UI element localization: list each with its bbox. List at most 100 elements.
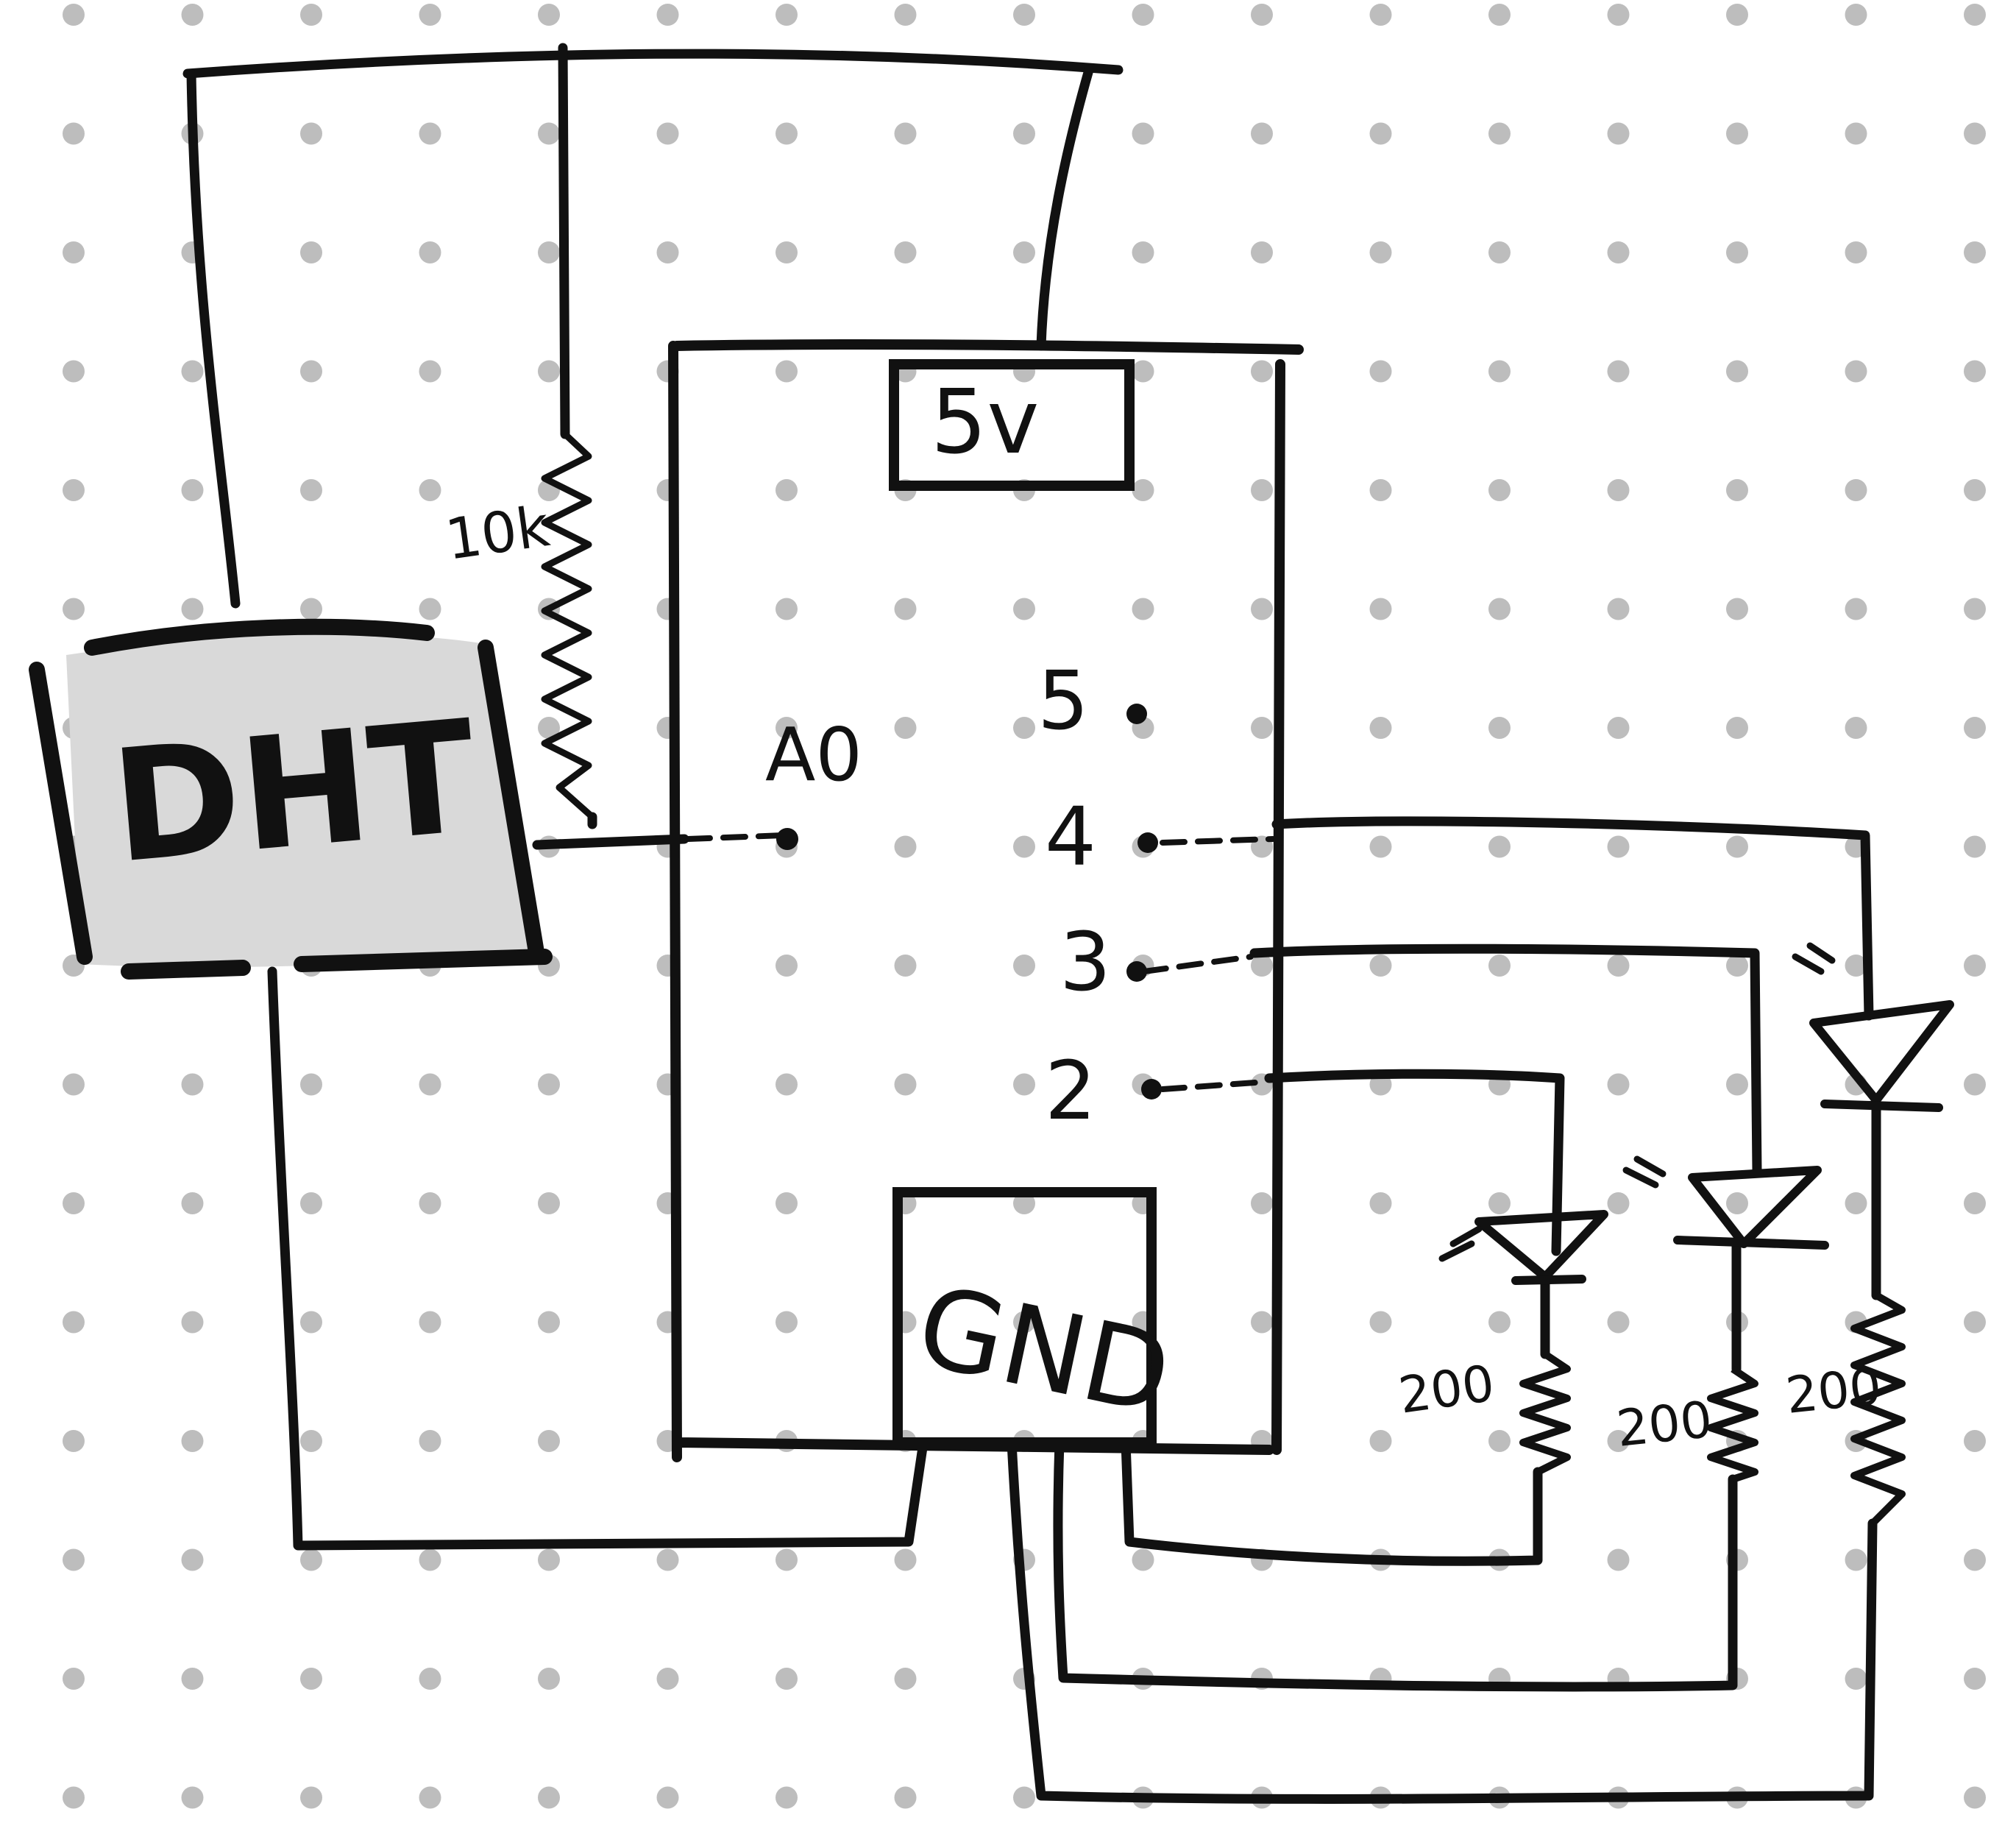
led-resistors: [1519, 1292, 1906, 1526]
grid-dot: [775, 1548, 798, 1571]
grid-dot: [656, 1668, 679, 1690]
grid-dot: [1607, 1548, 1630, 1571]
grid-dot: [63, 122, 85, 145]
board-outline: [668, 339, 1304, 1462]
grid-dot: [1013, 1192, 1035, 1214]
grid-dot: [419, 1548, 441, 1571]
grid-dot: [894, 835, 917, 858]
grid-dot: [656, 122, 679, 145]
grid-dot: [1964, 4, 1986, 26]
grid-dot: [538, 122, 560, 145]
grid-dot: [63, 1668, 85, 1690]
grid-dot: [1251, 360, 1273, 383]
wire-5v-down-to-board: [1036, 65, 1094, 351]
led-pin3-body: [1688, 1166, 1822, 1248]
grid-dot: [1607, 1430, 1630, 1452]
pin-4-dot: [1137, 832, 1158, 853]
grid-dot: [1488, 717, 1511, 739]
grid-dot: [419, 4, 441, 26]
grid-dot: [1132, 241, 1154, 263]
grid-dot: [419, 1192, 441, 1214]
grid-dot: [300, 122, 322, 145]
grid-dot: [1488, 1311, 1511, 1334]
grid-dot: [538, 4, 560, 26]
dht-outline-left: [29, 662, 93, 965]
grid-dot: [1013, 955, 1035, 977]
wires: [182, 43, 1881, 1804]
grid-dot: [1964, 1548, 1986, 1571]
grid-dot: [1726, 4, 1748, 26]
pin-2-dot: [1141, 1079, 1162, 1100]
grid-dot: [1132, 1548, 1154, 1571]
grid-dot: [63, 1786, 85, 1809]
grid-dot: [300, 360, 322, 383]
grid-dot: [300, 4, 322, 26]
led-resistor-2: [1707, 1365, 1758, 1483]
grid-dot: [1251, 1192, 1273, 1214]
grid-dot: [1964, 955, 1986, 977]
grid-dot: [63, 479, 85, 501]
grid-dot: [1013, 1073, 1035, 1096]
wire-gnd-return-2: [1053, 1437, 1738, 1692]
grid-dot: [1369, 360, 1392, 383]
pin-a0: A0: [765, 712, 862, 850]
grid-dot: [1964, 479, 1986, 501]
grid-dot: [181, 1430, 204, 1452]
grid-dot: [1607, 122, 1630, 145]
grid-dot: [1488, 122, 1511, 145]
grid-dot: [1845, 598, 1867, 620]
grid-dot: [1607, 1192, 1630, 1214]
grid-dot: [775, 479, 798, 501]
grid-dot: [181, 1668, 204, 1690]
grid-dot: [1845, 1192, 1867, 1214]
grid-dot: [1251, 717, 1273, 739]
grid-dot: [1607, 955, 1630, 977]
grid-dot: [1488, 835, 1511, 858]
grid-dot: [181, 1073, 204, 1096]
grid-dot: [181, 1548, 204, 1571]
wire-gnd-return-3: [1007, 1437, 1878, 1804]
grid-dot: [1607, 1073, 1630, 1096]
pin-5-label: 5: [1037, 654, 1089, 748]
grid-dot: [63, 1548, 85, 1571]
grid-dot: [1132, 122, 1154, 145]
led-pin4: [1792, 942, 1954, 1112]
grid-dot: [63, 360, 85, 383]
grid-dot: [1013, 598, 1035, 620]
pin-2-label: 2: [1045, 1044, 1096, 1138]
grid-dot: [1964, 835, 1986, 858]
wire-gnd-return-1: [1121, 1437, 1543, 1566]
resistor-zigzag: [541, 431, 594, 820]
grid-dot: [1369, 598, 1392, 620]
grid-dot: [775, 4, 798, 26]
wire-pin4: [1271, 816, 1874, 1021]
grid-dot: [1251, 122, 1273, 145]
grid-dot: [1488, 598, 1511, 620]
led-pin3-bar: [1673, 1236, 1829, 1250]
grid-dot: [1607, 835, 1630, 858]
grid-dot: [1726, 598, 1748, 620]
grid-dot: [1369, 717, 1392, 739]
dht-outline-bottom-right: [294, 949, 553, 972]
grid-dot: [1964, 1786, 1986, 1809]
grid-dot: [181, 360, 204, 383]
grid-dot: [1488, 1192, 1511, 1214]
grid-dot: [419, 1430, 441, 1452]
grid-dot: [1845, 479, 1867, 501]
wire-dht-data: [532, 834, 689, 850]
grid-dot: [1488, 479, 1511, 501]
grid-dot: [894, 122, 917, 145]
grid-dot: [538, 1073, 560, 1096]
grid-dot: [1845, 122, 1867, 145]
dht-sensor-body: [66, 633, 537, 968]
grid-dot: [419, 598, 441, 620]
grid-dot: [1132, 598, 1154, 620]
grid-dot: [1607, 717, 1630, 739]
led-resistor-1-label: 200: [1395, 1355, 1498, 1426]
grid-dot: [656, 1786, 679, 1809]
grid-dot: [1964, 360, 1986, 383]
grid-dot: [1369, 1430, 1392, 1452]
grid-dot: [1964, 1668, 1986, 1690]
led-pin2-rays: [1438, 1225, 1483, 1262]
grid-dot: [1845, 360, 1867, 383]
